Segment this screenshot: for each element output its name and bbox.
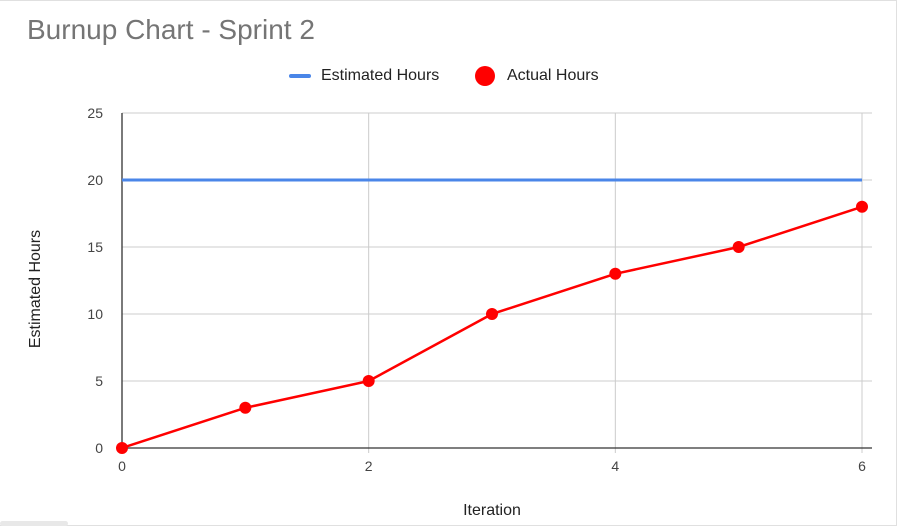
x-axis-title: Iteration xyxy=(463,502,521,519)
legend-item-estimated-hours[interactable]: Estimated Hours xyxy=(289,66,439,86)
legend-item-actual-hours[interactable]: Actual Hours xyxy=(475,66,599,86)
y-tick-label-0: 0 xyxy=(95,440,103,456)
data-point-actual-hours-6[interactable] xyxy=(856,200,868,213)
data-point-actual-hours-2[interactable] xyxy=(362,375,375,387)
legend-swatch-actual-hours xyxy=(475,66,495,86)
x-tick-label-4: 4 xyxy=(611,458,619,474)
data-point-actual-hours-1[interactable] xyxy=(239,401,252,414)
series-line-actual-hours xyxy=(121,205,863,450)
x-tick-label-0: 0 xyxy=(118,458,126,474)
chart-title: Burnup Chart - Sprint 2 xyxy=(27,14,315,45)
legend: Estimated Hours Actual Hours xyxy=(0,0,898,100)
x-tick-label-6: 6 xyxy=(858,458,866,474)
y-tick-label-5: 5 xyxy=(95,373,103,389)
legend-label-actual-hours: Actual Hours xyxy=(507,67,599,84)
y-tick-label-10: 10 xyxy=(87,306,103,322)
y-tick-label-25: 25 xyxy=(87,105,103,121)
scrollbar[interactable] xyxy=(0,521,68,526)
data-point-actual-hours-0[interactable] xyxy=(116,442,128,454)
legend-swatch-estimated-hours xyxy=(289,74,311,78)
data-point-actual-hours-4[interactable] xyxy=(609,267,622,280)
y-tick-label-20: 20 xyxy=(87,172,103,188)
data-point-actual-hours-3[interactable] xyxy=(486,308,498,320)
legend-label-estimated-hours: Estimated Hours xyxy=(321,67,440,84)
y-tick-label-15: 15 xyxy=(87,239,103,255)
x-tick-label-2: 2 xyxy=(365,458,373,474)
data-point-actual-hours-5[interactable] xyxy=(732,241,745,253)
